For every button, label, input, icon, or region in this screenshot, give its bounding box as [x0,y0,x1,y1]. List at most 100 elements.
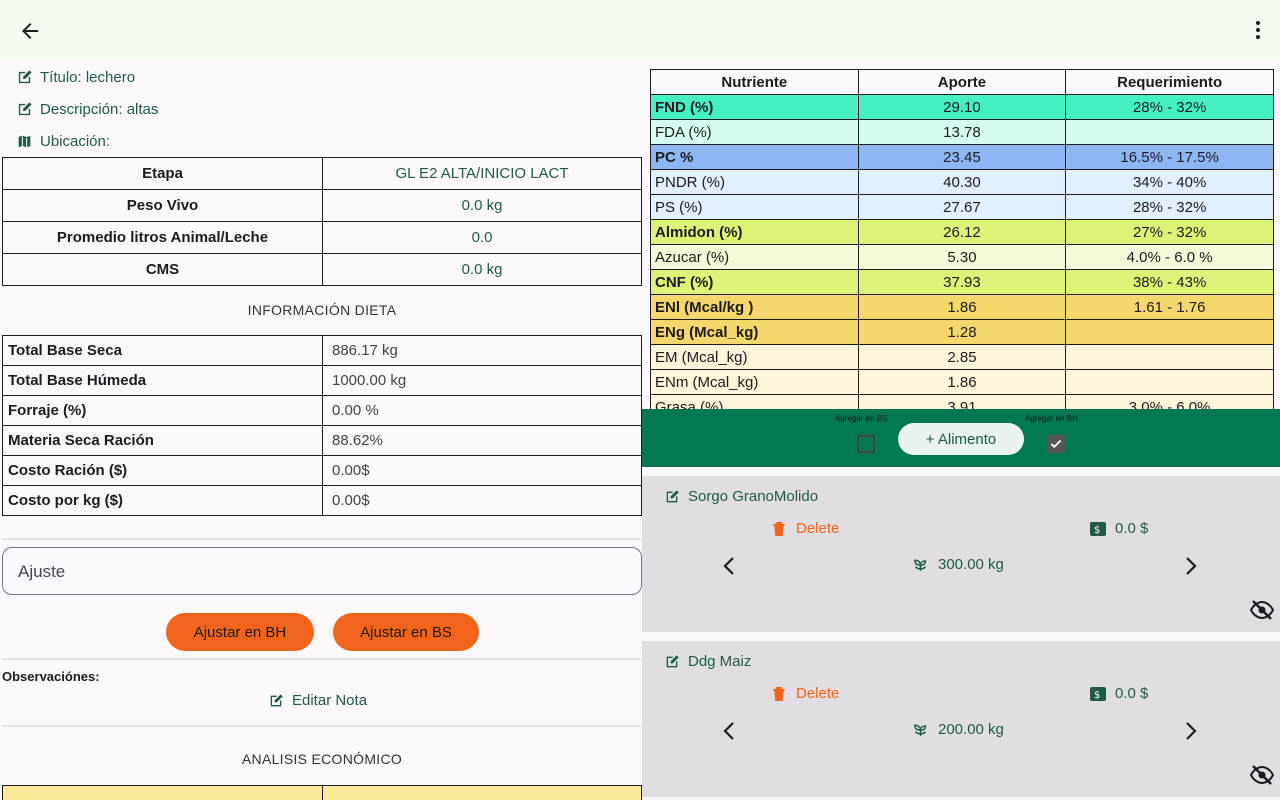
editar-nota-button[interactable]: Editar Nota [268,692,367,709]
cms-value: 0.0 kg [322,253,642,286]
nutrient-name: CNF (%) [650,269,859,295]
agregar-bh-label: Agregar en BH [1025,414,1078,423]
delete-button[interactable]: Delete [772,685,839,702]
nutrient-requerimiento [1065,319,1274,345]
table-row: Costo Ración ($) 0.00$ [2,455,642,486]
nutrient-row: Azucar (%) 5.30 4.0% - 6.0 % [650,244,1274,270]
food-title[interactable]: Sorgo GranoMolido [664,488,818,505]
ajuste-input[interactable]: Ajuste [2,547,642,595]
arrow-left-icon[interactable] [18,19,42,43]
svg-text:$: $ [1094,690,1100,701]
table-row: Forraje (%) 0.00 % [2,395,642,426]
sprout-icon [914,724,927,736]
more-vert-icon[interactable] [1246,18,1270,42]
nutrient-name: PC % [650,144,859,170]
nutrient-row: Almidon (%) 26.12 27% - 32% [650,219,1274,245]
food-weight: 200.00 kg [912,721,1004,738]
table-header-row: Nutriente Aporte Requerimiento [650,69,1274,95]
nutrient-aporte: 2.85 [857,344,1067,370]
dieta-key: Forraje (%) [2,395,323,426]
delete-button[interactable]: Delete [772,520,839,537]
titulo-row[interactable]: Título: lechero [16,66,135,88]
nutrient-aporte: 37.93 [857,269,1067,295]
food-name: Ddg Maiz [688,653,752,670]
cms-key: CMS [2,253,323,286]
svg-text:$: $ [1094,525,1100,536]
table-row: Etapa GL E2 ALTA/INICIO LACT [2,157,642,190]
nutrient-name: Azucar (%) [650,244,859,270]
ubicacion-row[interactable]: Ubicación: [16,130,110,152]
food-price: $ 0.0 $ [1090,685,1148,702]
nutrient-requerimiento: 1.61 - 1.76 [1065,294,1274,320]
price-value: 0.0 $ [1115,685,1149,702]
nutrient-aporte: 40.30 [857,169,1067,195]
agregar-bs-label: Agregar en BS [835,414,888,423]
chevron-right-icon[interactable] [1178,554,1202,578]
chevron-left-icon[interactable] [718,554,742,578]
nutrient-aporte: 23.45 [857,144,1067,170]
dieta-table: Total Base Seca 886.17 kg Total Base Húme… [2,335,642,516]
chevron-left-icon[interactable] [718,719,742,743]
food-name: Sorgo GranoMolido [688,488,819,505]
nutrient-name: ENl (Mcal/kg ) [650,294,859,320]
descripcion-row[interactable]: Descripción: altas [16,98,158,120]
edit-icon [18,101,32,115]
table-row: Promedio litros Animal/Leche 0.0 [2,221,642,254]
add-food-button[interactable]: + Alimento [898,423,1024,455]
nutrient-aporte: 1.28 [857,319,1067,345]
nutrient-name: FND (%) [650,94,859,120]
editar-nota-label: Editar Nota [292,692,368,709]
dieta-key: Costo por kg ($) [2,485,323,516]
divider [2,725,642,727]
dieta-value: 88.62% [322,425,642,456]
nutrient-row: PC % 23.45 16.5% - 17.5% [650,144,1274,170]
ajustar-bs-button[interactable]: Ajustar en BS [333,613,479,651]
dieta-key: Total Base Húmeda [2,365,323,396]
table-row: Peso Vivo 0.0 kg [2,189,642,222]
nutrient-table-scroll[interactable]: Nutriente Aporte Requerimiento FND (%) 29… [650,69,1274,409]
nutrient-row: FDA (%) 13.78 [650,119,1274,145]
money-icon: $ [1090,521,1106,536]
food-weight: 300.00 kg [912,556,1004,573]
etapa-key: Etapa [2,157,323,190]
observaciones-label: Observaciónes: [2,669,100,684]
nutrient-name: PS (%) [650,194,859,220]
dieta-key: Total Base Seca [2,335,323,366]
divider [2,658,642,660]
nutrient-requerimiento: 28% - 32% [1065,94,1274,120]
chevron-right-icon[interactable] [1178,719,1202,743]
nutrient-aporte: 27.67 [857,194,1067,220]
eye-off-icon[interactable] [1250,763,1274,787]
delete-label: Delete [796,685,840,702]
weight-value: 300.00 kg [938,556,1004,573]
nutrient-row: PS (%) 27.67 28% - 32% [650,194,1274,220]
nutrient-row: ENg (Mcal_kg) 1.28 [650,319,1274,345]
table-row: Total Base Húmeda 1000.00 kg [2,365,642,396]
agregar-bh-checkbox[interactable] [1047,435,1065,453]
nutrient-name: EM (Mcal_kg) [650,344,859,370]
eye-off-icon[interactable] [1250,598,1274,622]
nutrient-name: Almidon (%) [650,219,859,245]
food-title[interactable]: Ddg Maiz [664,653,751,670]
nutrient-name: ENg (Mcal_kg) [650,319,859,345]
nutrient-rows: FND (%) 29.10 28% - 32% FDA (%) 13.78 PC % 23.… [650,94,1274,409]
nutrient-aporte: 1.86 [857,294,1067,320]
nutrient-aporte: 3.91 [857,394,1067,409]
nutrient-requerimiento [1065,369,1274,395]
nutrient-name: FDA (%) [650,119,859,145]
dieta-key: Materia Seca Ración [2,425,323,456]
delete-label: Delete [796,520,840,537]
sprout-icon [914,559,927,571]
dieta-value: 0.00$ [322,455,642,486]
nutrient-row: PNDR (%) 40.30 34% - 40% [650,169,1274,195]
dieta-value: 0.00 % [322,395,642,426]
weight-value: 200.00 kg [938,721,1004,738]
edit-icon [666,489,679,502]
agregar-bs-checkbox[interactable] [857,435,875,453]
dieta-value: 0.00$ [322,485,642,516]
col-requerimiento: Requerimiento [1065,69,1274,95]
divider [2,538,642,540]
descripcion-text: Descripción: altas [40,100,159,118]
ajustar-bh-button[interactable]: Ajustar en BH [166,613,314,651]
app-bar [0,0,1280,60]
